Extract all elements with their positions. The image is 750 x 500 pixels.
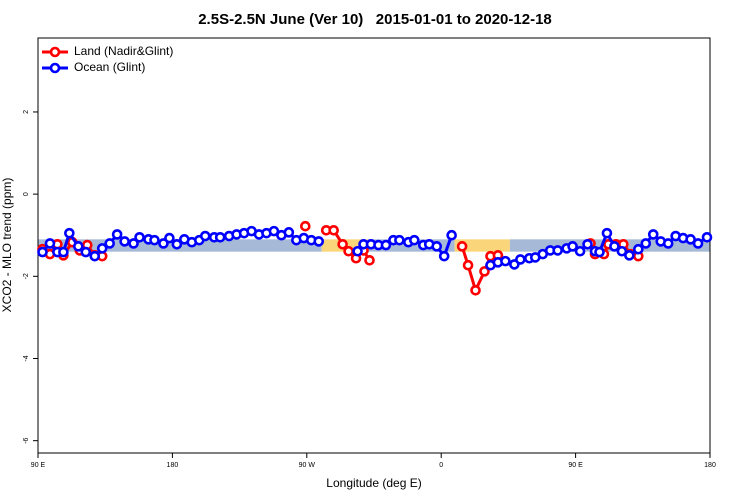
data-point xyxy=(300,220,311,232)
data-point xyxy=(37,246,48,258)
data-point xyxy=(343,245,354,257)
data-point xyxy=(685,234,696,245)
data-point xyxy=(164,232,175,244)
data-point xyxy=(438,250,450,262)
data-point xyxy=(515,254,526,265)
data-point xyxy=(692,238,704,249)
data-point xyxy=(171,238,183,250)
x-tick-label: 180 xyxy=(704,462,716,469)
data-point xyxy=(647,229,659,240)
x-tick-label: 180 xyxy=(167,462,179,469)
legend-label: Ocean (Glint) xyxy=(74,60,145,74)
legend-entry: Ocean (Glint) xyxy=(42,60,145,74)
x-axis-label: Longitude (deg E) xyxy=(326,476,421,490)
y-tick-label: -2 xyxy=(23,273,30,279)
data-point xyxy=(500,255,511,267)
legend-entry: Land (Nadir&Glint) xyxy=(42,44,173,58)
data-point xyxy=(364,254,375,266)
data-point xyxy=(119,236,130,247)
data-point xyxy=(214,231,226,243)
data-point xyxy=(111,229,123,240)
data-point xyxy=(567,241,578,252)
data-point xyxy=(431,241,443,252)
data-point xyxy=(128,238,139,249)
y-axis-label: XCO2 - MLO trend (ppm) xyxy=(0,178,14,313)
data-point xyxy=(73,241,84,252)
x-tick-label: 90 E xyxy=(568,462,583,469)
data-point xyxy=(352,245,363,257)
data-point xyxy=(283,227,295,238)
data-point xyxy=(268,225,280,237)
data-point xyxy=(470,284,481,296)
data-point xyxy=(574,245,586,257)
data-point xyxy=(616,245,628,257)
data-point xyxy=(199,230,211,242)
data-point xyxy=(313,236,325,247)
data-point xyxy=(80,246,92,258)
data-point xyxy=(582,238,593,250)
data-point xyxy=(89,250,101,262)
data-point xyxy=(446,229,457,241)
chart-title: 2.5S-2.5N June (Ver 10) 2015-01-01 to 20… xyxy=(198,11,552,28)
data-point xyxy=(134,231,145,243)
data-point xyxy=(594,246,605,258)
data-point xyxy=(552,245,563,256)
surface-band xyxy=(454,239,510,252)
x-tick-label: 90 W xyxy=(299,462,316,469)
data-point xyxy=(328,224,339,236)
data-point xyxy=(462,259,474,271)
y-tick-label: -4 xyxy=(23,355,30,361)
data-point xyxy=(380,239,392,251)
data-point xyxy=(58,246,69,258)
data-point xyxy=(456,241,468,252)
data-point xyxy=(609,241,620,252)
data-point xyxy=(96,243,108,254)
legend-marker xyxy=(49,62,61,74)
data-point xyxy=(104,238,115,249)
x-tick-label: 0 xyxy=(439,462,443,469)
y-tick-label: -6 xyxy=(23,437,30,443)
data-point xyxy=(633,243,644,255)
data-point xyxy=(64,227,75,239)
data-point xyxy=(624,250,635,261)
x-tick-label: 90 E xyxy=(31,462,46,469)
data-point xyxy=(479,266,490,277)
data-point xyxy=(601,227,613,239)
legend-label: Land (Nadir&Glint) xyxy=(74,44,173,58)
legend-marker xyxy=(49,46,61,58)
data-point xyxy=(394,234,405,246)
y-tick-label: 2 xyxy=(23,110,30,114)
data-point xyxy=(44,238,56,249)
data-point xyxy=(337,238,348,250)
data-point xyxy=(701,231,713,243)
data-point xyxy=(640,238,652,249)
y-tick-label: 0 xyxy=(23,192,30,196)
data-point xyxy=(662,238,674,249)
plot-frame xyxy=(37,37,711,454)
data-point xyxy=(409,234,420,246)
data-point xyxy=(149,234,160,246)
